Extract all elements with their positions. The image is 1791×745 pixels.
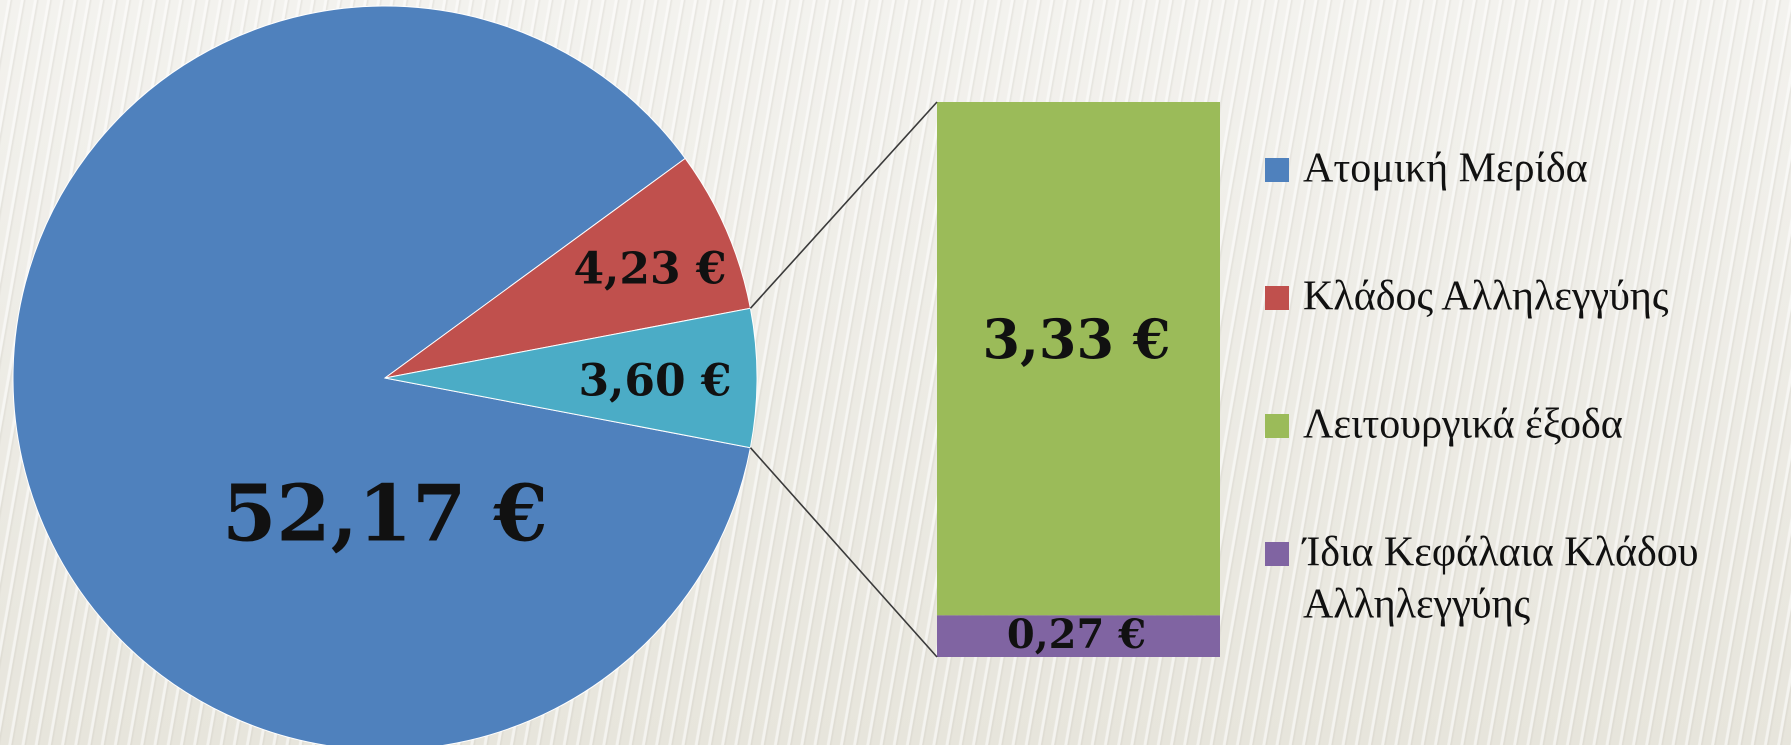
pie-slice-label-1: 52,17 €: [222, 469, 548, 560]
connector-line-top: [749, 101, 938, 309]
bar-segment-2: [937, 615, 1220, 657]
bar-segment-1: [937, 102, 1220, 616]
legend-swatch-3: [1265, 414, 1289, 438]
pie-slice-label-2: 4,23 €: [573, 244, 726, 295]
legend-swatch-1: [1265, 158, 1289, 182]
legend-label-2: Κλάδος Αλληλεγγύης: [1303, 274, 1669, 320]
pie-slice-2: [384, 157, 751, 379]
bar-segment-label-2: 0,27 €: [1007, 611, 1146, 658]
legend-label-4-line-1: Ίδια Κεφάλαια Κλάδου: [1301, 530, 1699, 576]
connector-line-bottom: [749, 447, 938, 658]
legend-swatch-4: [1265, 542, 1289, 566]
pie-slice-3: [384, 307, 758, 449]
bar-segment-label-1: 3,33 €: [983, 307, 1171, 371]
legend-label-4-line-2: Αλληλεγγύης: [1303, 582, 1531, 628]
pie-slice-1: [12, 5, 751, 745]
pie-slice-label-3: 3,60 €: [578, 356, 731, 407]
legend-swatch-2: [1265, 286, 1289, 310]
legend-label-3: Λειτουργικά έξοδα: [1303, 402, 1623, 448]
legend-label-1: Ατομική Μερίδα: [1303, 146, 1588, 192]
